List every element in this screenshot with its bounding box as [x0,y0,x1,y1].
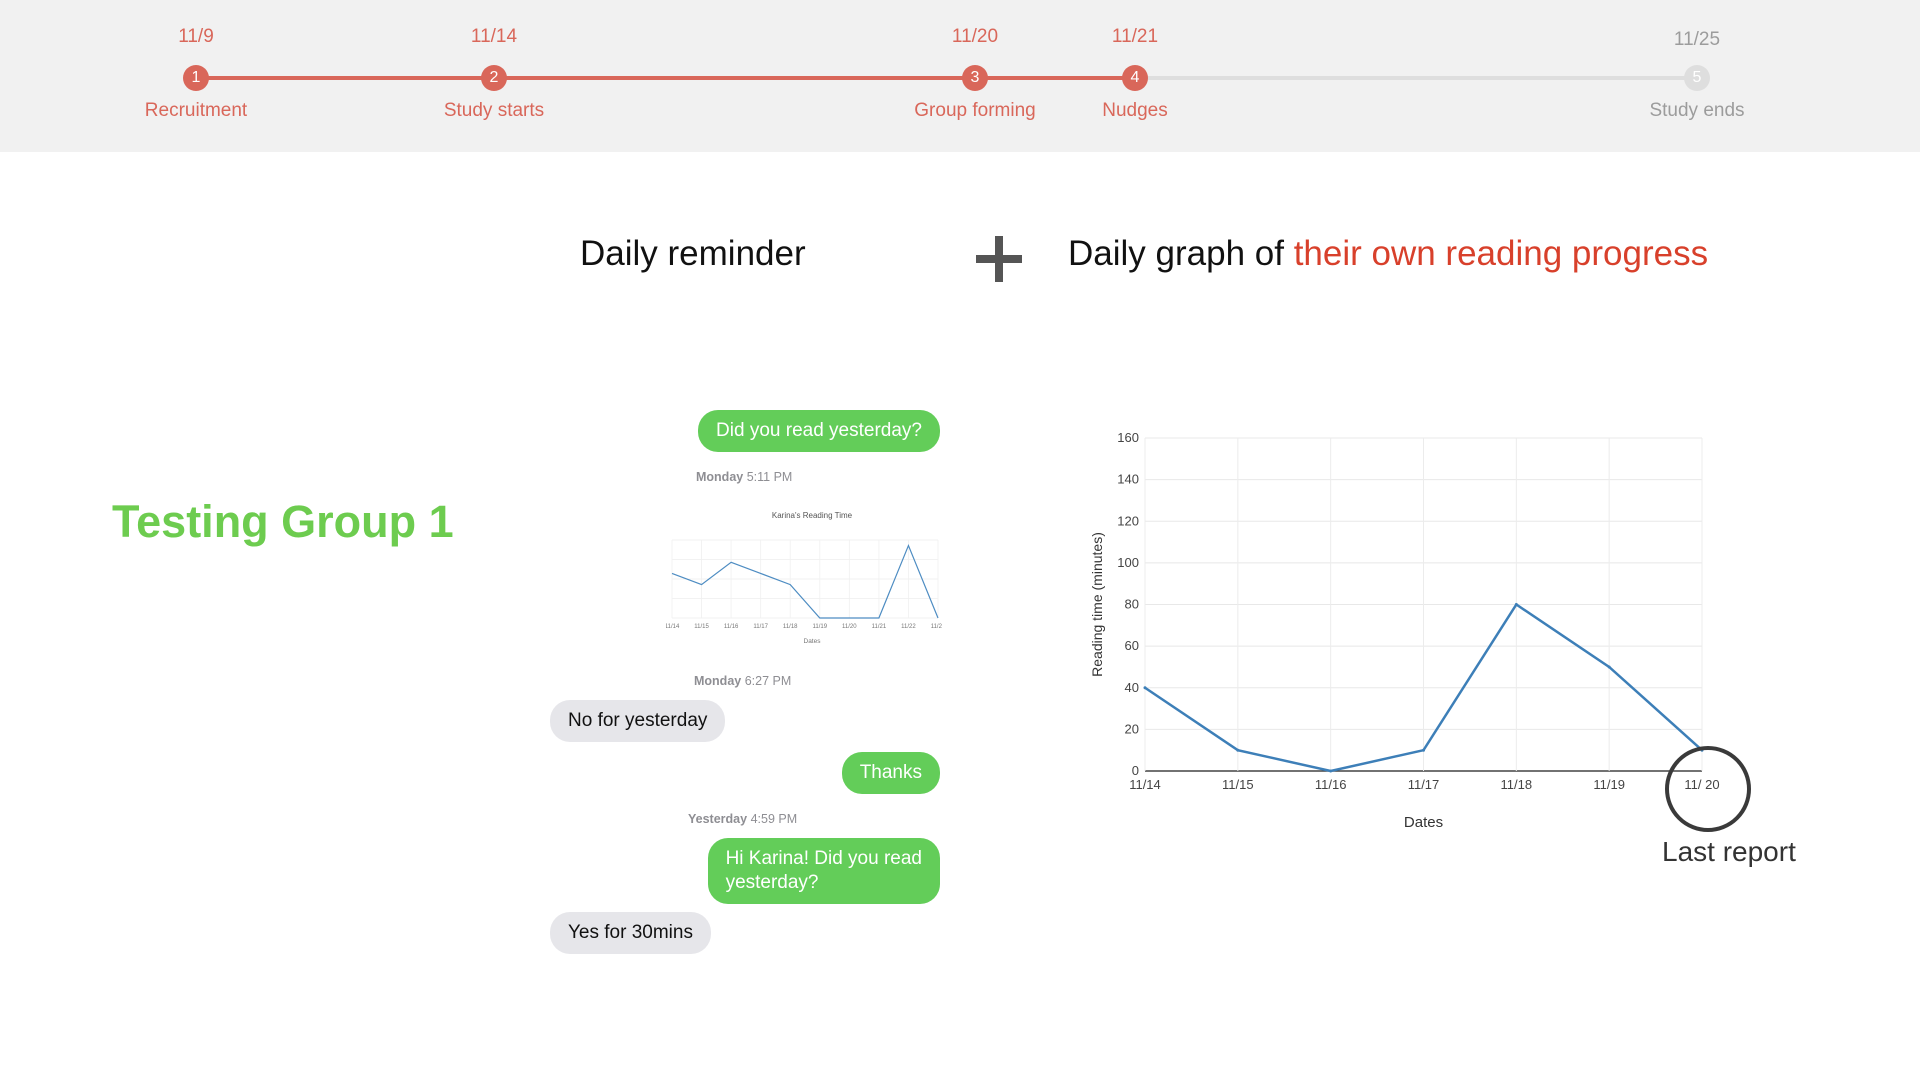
mini-x-tick-label: 11/18 [783,624,798,630]
heading-daily-graph: Daily graph of their own reading progres… [1068,234,1708,274]
timestamp: Monday 5:11 PM [696,470,792,484]
data-point [1607,665,1611,669]
mini-x-tick-label: 11/21 [872,624,887,630]
heading-daily-graph-highlight: their own reading progress [1293,234,1709,273]
x-tick-label: 11/18 [1501,777,1533,792]
y-tick-label: 140 [1117,472,1139,487]
data-point [1329,769,1333,773]
mini-x-tick-label: 11/23 [931,624,942,630]
timestamp-time: 4:59 PM [750,812,798,826]
y-tick-label: 40 [1125,680,1139,695]
timeline-track [196,76,1697,80]
timeline-label: Nudges [1102,100,1168,121]
x-tick-label: 11/16 [1315,777,1347,792]
mini-x-tick-label: 11/19 [812,624,827,630]
mini-x-tick-label: 11/15 [694,624,709,630]
y-axis-title: Reading time (minutes) [1089,532,1105,677]
y-tick-label: 100 [1117,555,1139,570]
mini-series-line [671,543,939,619]
y-tick-label: 20 [1125,721,1139,736]
timestamp-day: Yesterday [688,812,748,826]
y-tick-label: 60 [1125,638,1139,653]
timestamp: Yesterday 4:59 PM [688,812,797,826]
data-point [1422,748,1425,752]
mini-x-tick-label: 11/17 [753,624,768,630]
timeline-date: 11/9 [178,26,214,47]
timestamp: Monday 6:27 PM [694,674,791,688]
chat-conversation: Did you read yesterday? Monday 5:11 PM 1… [540,400,960,970]
message-received: No for yesterday [550,700,726,742]
x-tick-label: 11/17 [1408,777,1440,792]
data-point [1236,748,1240,752]
data-point [1143,686,1147,690]
y-tick-label: 120 [1117,513,1139,528]
timestamp-time: 5:11 PM [746,470,793,484]
last-report-highlight-circle [1665,746,1751,832]
group-title: Testing Group 1 [112,496,454,547]
message-sent: Thanks [841,752,940,794]
timeline-date: 11/14 [470,26,518,47]
timeline-step-marker: 5 [1684,65,1710,91]
timeline-label: Study starts [443,100,545,121]
x-tick-label: 11/19 [1593,777,1625,792]
mini-x-tick-label: 11/16 [724,624,739,630]
timeline-label: Study ends [1649,100,1745,121]
timestamp-day: Monday [696,470,744,484]
timestamp-day: Monday [694,674,742,688]
mini-x-axis-title: Dates [804,638,822,645]
timeline-step-marker: 3 [962,65,988,91]
timeline-bar: 11/9 1 Recruitment 11/14 2 Study starts 11/20 3… [0,0,1920,152]
mini-x-tick-label: 11/22 [901,624,916,630]
last-report-label: Last report [1662,836,1796,867]
reading-time-chart-image[interactable]: 11/14 11/15 11/16 11/17 11/18 11/19 11/20 11/21… [666,500,942,652]
timeline-step-marker: 4 [1122,65,1148,91]
x-tick-label: 11/15 [1222,777,1254,792]
plus-icon [976,236,1022,282]
timeline-step-marker: 2 [481,65,507,91]
y-tick-label: 160 [1117,430,1139,445]
message-sent: Hi Karina! Did you read yesterday? [707,838,940,904]
mini-x-tick-label: 11/20 [842,624,857,630]
data-point [1514,603,1518,606]
message-received: Yes for 30mins [550,912,711,954]
timeline-label: Recruitment [144,100,248,121]
reading-progress-chart: 0 20 40 60 80 100 120 140 160 11/14 11/15 11/16 11/1… [1089,430,1720,831]
mini-chart-title: Karina's Reading Time [772,511,853,520]
heading-daily-graph-prefix: Daily graph of [1068,234,1284,273]
timeline-date: 11/20 [951,26,999,47]
heading-daily-reminder: Daily reminder [580,234,806,273]
x-tick-label: 11/14 [1129,777,1161,792]
timeline-step-marker: 1 [183,65,209,91]
x-axis-title: Dates [1404,814,1443,831]
y-tick-label: 80 [1125,597,1139,612]
timeline-label: Group forming [914,100,1036,121]
timestamp-time: 6:27 PM [744,674,792,688]
timeline-date: 11/25 [1673,29,1721,50]
message-sent: Did you read yesterday? [698,410,940,452]
mini-x-tick-label: 11/14 [666,624,680,630]
timeline-date: 11/21 [1111,26,1159,47]
y-tick-label: 0 [1132,763,1139,778]
